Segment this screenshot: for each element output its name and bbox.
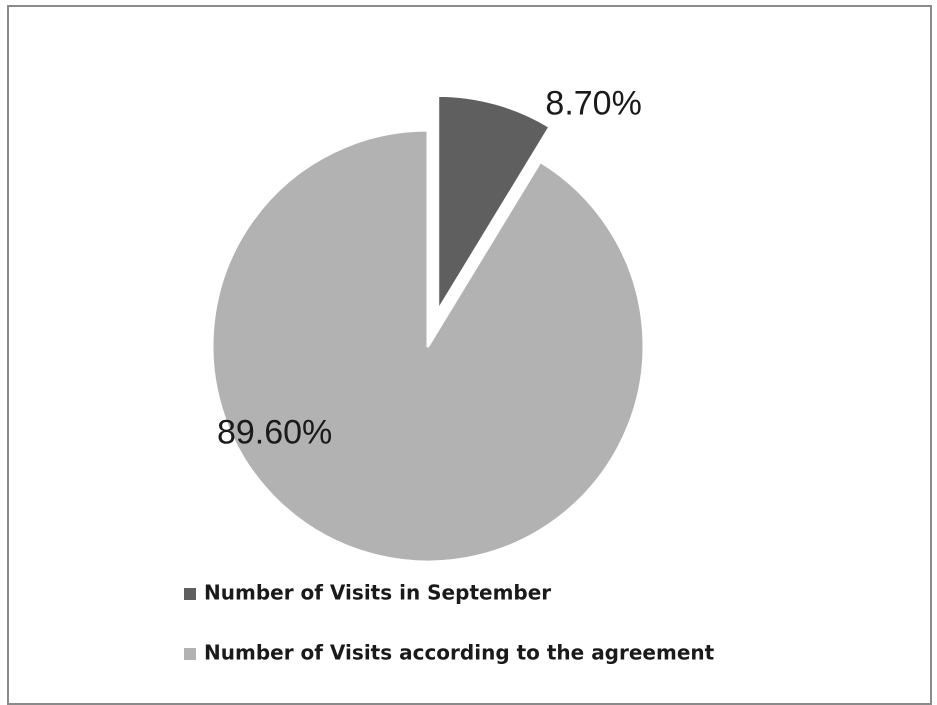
legend-swatch-visits-agreement xyxy=(184,648,196,660)
data-label-visits-september: 8.70% xyxy=(545,84,641,122)
legend-label-visits-september: Number of Visits in September xyxy=(204,581,551,605)
data-label-visits-agreement: 89.60% xyxy=(217,414,332,452)
legend-label-visits-agreement: Number of Visits according to the agreem… xyxy=(204,641,715,665)
legend-swatch-visits-september xyxy=(184,588,196,600)
pie-slice-visits-agreement xyxy=(210,128,646,564)
legend: Number of Visits in September Number of V… xyxy=(184,581,715,665)
pie-slices xyxy=(210,93,646,564)
pie-chart: 8.70% 89.60% Number of Visits in Septembe… xyxy=(184,84,715,665)
pie-slice-visits-september xyxy=(436,93,552,313)
data-labels: 8.70% 89.60% xyxy=(217,84,642,451)
